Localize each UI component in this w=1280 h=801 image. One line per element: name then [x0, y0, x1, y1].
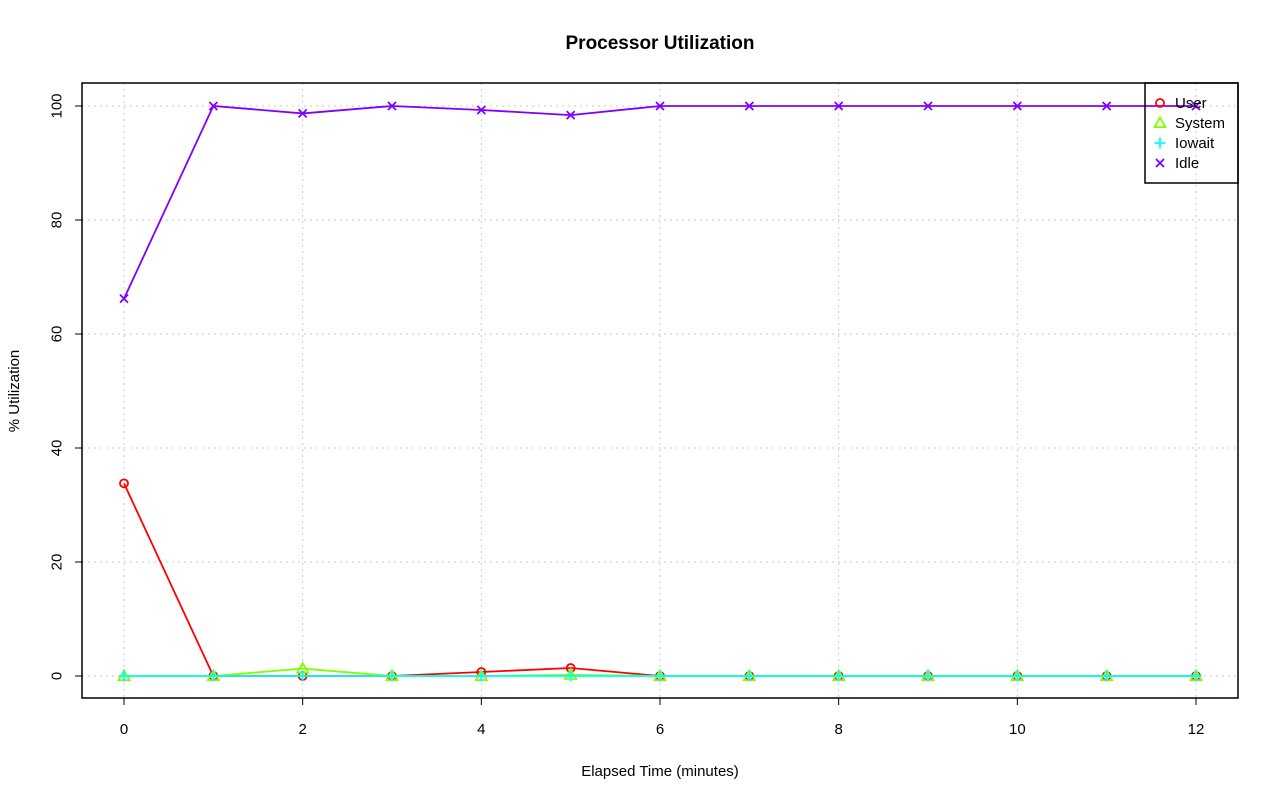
data-point-idle [566, 110, 576, 120]
data-point-idle [476, 105, 486, 115]
legend-marker [1152, 115, 1168, 129]
legend-item-user: User [1155, 95, 1207, 112]
x-axis-label: Elapsed Time (minutes) [581, 763, 739, 780]
series-group [116, 101, 1204, 682]
data-point-iowait [1011, 670, 1023, 682]
y-tick-label: 100 [49, 93, 66, 118]
x-tick-label: 2 [298, 721, 306, 738]
legend-item-iowait: Iowait [1154, 135, 1215, 152]
legend-item-system: System [1152, 115, 1225, 132]
legend-marker [1155, 98, 1165, 108]
data-point-idle [119, 294, 129, 304]
y-tick-label: 0 [49, 672, 66, 680]
data-point-iowait [475, 670, 487, 682]
data-point-iowait [1190, 670, 1202, 682]
y-tick-label: 60 [49, 326, 66, 343]
axes: 0 2 4 6 8 10 12 0 20 40 60 80 100 [49, 93, 1205, 738]
y-axis-label: % Utilization [6, 350, 23, 433]
x-tick-label: 4 [477, 721, 485, 738]
x-tick-label: 0 [120, 721, 128, 738]
data-point-iowait [1101, 670, 1113, 682]
chart-title: Processor Utilization [566, 33, 755, 54]
legend-label: User [1175, 95, 1207, 112]
x-tick-label: 8 [834, 721, 842, 738]
series-iowait [118, 670, 1202, 682]
legend-marker [1155, 158, 1165, 168]
legend-label: Idle [1175, 155, 1199, 172]
legend-box [1144, 82, 1239, 184]
data-point-idle [744, 101, 754, 111]
data-point-iowait [922, 670, 934, 682]
data-point-iowait [386, 670, 398, 682]
y-tick-label: 80 [49, 212, 66, 229]
y-tick-label: 40 [49, 440, 66, 457]
data-point-idle [834, 101, 844, 111]
series-idle [119, 101, 1201, 304]
legend: User System Iowait Idle [1144, 82, 1239, 184]
data-point-iowait [207, 670, 219, 682]
data-point-idle [387, 101, 397, 111]
legend-label: System [1175, 115, 1225, 132]
x-tick-label: 6 [656, 721, 664, 738]
data-point-iowait [654, 670, 666, 682]
data-point-idle [1012, 101, 1022, 111]
data-point-idle [298, 108, 308, 119]
data-point-idle [208, 101, 218, 111]
data-point-user [119, 478, 129, 489]
data-point-iowait [565, 670, 577, 682]
data-point-iowait [118, 670, 130, 682]
data-point-idle [1191, 101, 1201, 111]
data-point-idle [923, 101, 933, 111]
data-point-idle [655, 101, 665, 111]
data-point-idle [1102, 101, 1112, 111]
data-point-iowait [743, 670, 755, 682]
legend-marker [1154, 137, 1166, 149]
x-tick-label: 10 [1009, 721, 1026, 738]
y-tick-label: 20 [49, 554, 66, 571]
legend-label: Iowait [1175, 135, 1215, 152]
legend-item-idle: Idle [1155, 155, 1199, 172]
data-point-iowait [833, 670, 845, 682]
grid [82, 83, 1238, 698]
data-point-iowait [297, 670, 309, 682]
x-tick-label: 12 [1188, 721, 1205, 738]
